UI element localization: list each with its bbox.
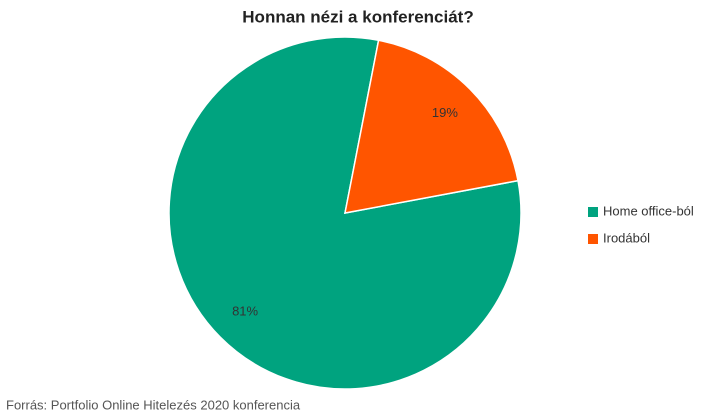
legend-label: Irodából xyxy=(603,230,650,245)
legend-label: Home office-ból xyxy=(603,203,694,218)
data-label: 81% xyxy=(232,304,258,319)
source: Forrás: Portfolio Online Hitelezés 2020 … xyxy=(6,397,301,412)
pie-slice xyxy=(344,39,519,214)
chart-title: Honnan nézi a konferenciát? xyxy=(242,7,473,26)
pie-slice xyxy=(168,36,522,390)
data-label: 19% xyxy=(432,105,458,120)
legend-swatch xyxy=(588,207,598,217)
legend-swatch xyxy=(588,234,598,244)
